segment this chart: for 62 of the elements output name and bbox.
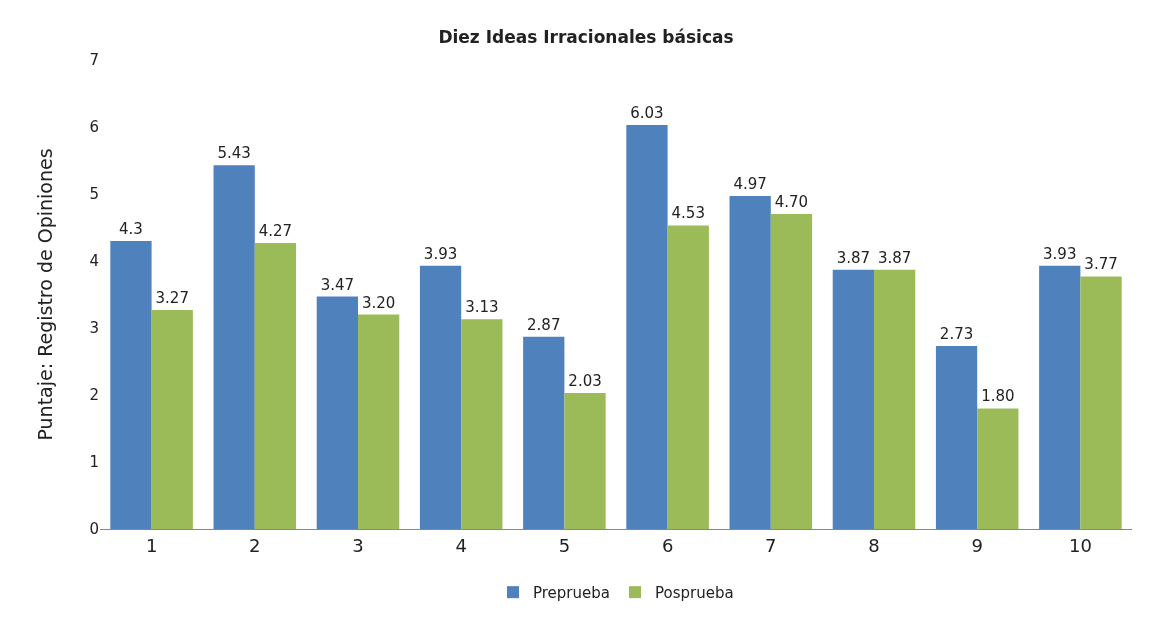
bar xyxy=(729,196,771,529)
bar xyxy=(254,242,297,529)
bar xyxy=(832,269,874,529)
bar xyxy=(316,296,358,529)
data-label: 3.47 xyxy=(320,275,355,294)
data-label: 4.3 xyxy=(119,219,143,238)
bar xyxy=(935,346,978,529)
data-label: 3.13 xyxy=(465,298,499,317)
data-label: 6.03 xyxy=(630,103,664,122)
data-label: 4.70 xyxy=(774,193,809,212)
bar xyxy=(874,269,916,529)
bar xyxy=(770,214,813,529)
x-tick-label: 5 xyxy=(558,534,571,556)
bar xyxy=(977,408,1019,529)
data-label: 3.20 xyxy=(361,293,396,312)
data-label: 5.43 xyxy=(217,144,251,163)
data-label: 3.87 xyxy=(836,248,871,267)
y-tick-label: 5 xyxy=(89,185,99,204)
x-tick-label: 7 xyxy=(765,534,777,556)
data-label: 3.77 xyxy=(1084,255,1118,274)
x-tick-label: 6 xyxy=(661,534,674,556)
x-tick-label: 1 xyxy=(145,534,158,556)
bar xyxy=(667,225,709,529)
y-tick-label: 4 xyxy=(89,252,99,271)
data-label: 3.93 xyxy=(423,244,458,263)
data-label: 2.73 xyxy=(939,325,974,344)
data-label: 3.27 xyxy=(155,288,189,307)
bar xyxy=(461,319,503,529)
data-label: 2.03 xyxy=(568,371,602,390)
bar xyxy=(151,309,193,529)
bar xyxy=(1080,276,1122,529)
y-tick-label: 0 xyxy=(89,520,99,539)
legend-label: Posprueba xyxy=(655,584,734,602)
x-tick-label: 2 xyxy=(249,534,261,556)
bar xyxy=(626,124,668,529)
y-tick-label: 6 xyxy=(89,118,99,137)
bar xyxy=(523,336,565,529)
y-tick-label: 1 xyxy=(89,453,99,472)
bar xyxy=(358,314,400,529)
chart-title: Diez Ideas Irracionales básicas xyxy=(438,26,734,47)
x-tick-label: 4 xyxy=(455,534,467,556)
bar xyxy=(564,392,606,529)
x-tick-label: 10 xyxy=(1068,534,1092,556)
bar xyxy=(1039,265,1081,529)
x-tick-label: 3 xyxy=(352,534,364,556)
x-tick-label: 9 xyxy=(971,534,983,556)
data-label: 4.53 xyxy=(671,204,705,223)
data-label: 3.87 xyxy=(877,248,912,267)
bar xyxy=(213,165,255,529)
data-label: 1.80 xyxy=(981,387,1015,406)
y-tick-label: 3 xyxy=(89,319,99,338)
y-tick-label: 7 xyxy=(89,51,99,70)
legend-label: Preprueba xyxy=(533,584,610,602)
bar xyxy=(110,240,152,529)
y-axis-title: Puntaje: Registro de Opiniones xyxy=(34,148,56,441)
data-label: 3.93 xyxy=(1043,244,1077,263)
bar xyxy=(419,265,462,529)
data-label: 4.27 xyxy=(258,221,293,240)
y-tick-label: 2 xyxy=(89,386,99,405)
data-label: 4.97 xyxy=(733,175,767,194)
x-tick-label: 8 xyxy=(868,534,880,556)
data-label: 2.87 xyxy=(527,315,561,334)
